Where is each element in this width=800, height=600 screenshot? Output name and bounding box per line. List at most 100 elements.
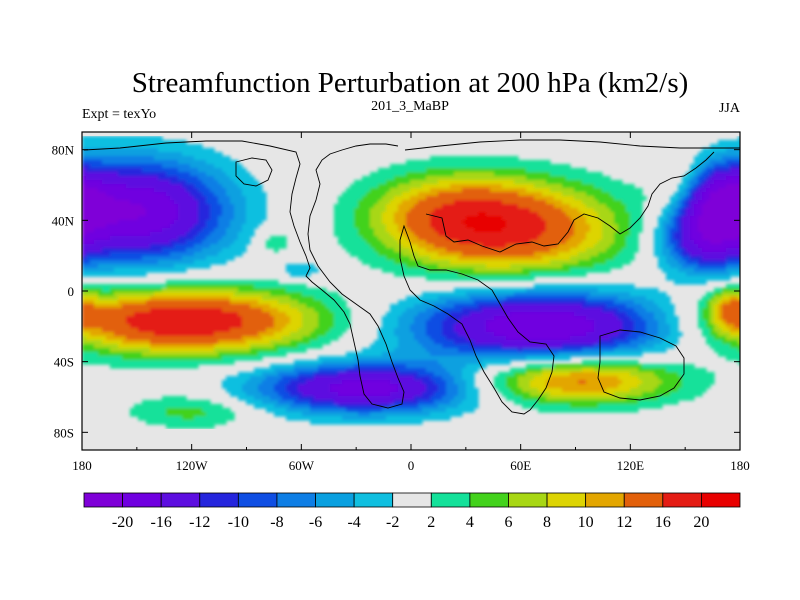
field-cell: [146, 316, 151, 321]
field-cell: [270, 352, 275, 357]
field-cell: [282, 372, 287, 377]
field-cell: [422, 388, 427, 393]
field-cell: [170, 184, 175, 189]
field-cell: [162, 300, 167, 305]
field-cell: [310, 372, 315, 377]
field-cell: [266, 384, 271, 389]
field-cell: [446, 336, 451, 341]
field-cell: [274, 344, 279, 349]
field-cell: [138, 244, 143, 249]
field-cell: [262, 280, 267, 285]
field-cell: [166, 224, 171, 229]
field-cell: [254, 392, 259, 397]
field-cell: [254, 296, 259, 301]
field-cell: [222, 260, 227, 265]
field-cell: [194, 360, 199, 365]
field-cell: [102, 352, 107, 357]
field-cell: [426, 160, 431, 165]
field-cell: [438, 340, 443, 345]
field-cell: [462, 236, 467, 241]
field-cell: [414, 180, 419, 185]
field-cell: [130, 172, 135, 177]
field-cell: [350, 404, 355, 409]
field-cell: [126, 180, 131, 185]
field-cell: [458, 352, 463, 357]
field-cell: [290, 324, 295, 329]
field-cell: [138, 160, 143, 165]
field-cell: [182, 420, 187, 425]
field-cell: [342, 300, 347, 305]
field-cell: [294, 368, 299, 373]
field-cell: [458, 288, 463, 293]
field-cell: [170, 168, 175, 173]
field-cell: [378, 348, 383, 353]
field-cell: [114, 336, 119, 341]
field-cell: [286, 364, 291, 369]
field-cell: [422, 164, 427, 169]
field-cell: [86, 156, 91, 161]
field-cell: [390, 356, 395, 361]
field-cell: [362, 384, 367, 389]
field-cell: [110, 176, 115, 181]
field-cell: [90, 200, 95, 205]
field-cell: [178, 292, 183, 297]
field-cell: [338, 356, 343, 361]
field-cell: [162, 144, 167, 149]
field-cell: [178, 336, 183, 341]
field-cell: [334, 420, 339, 425]
field-cell: [446, 344, 451, 349]
field-cell: [90, 208, 95, 213]
field-cell: [330, 356, 335, 361]
field-cell: [190, 172, 195, 177]
field-cell: [102, 336, 107, 341]
field-cell: [406, 336, 411, 341]
field-cell: [190, 196, 195, 201]
field-cell: [374, 360, 379, 365]
field-cell: [210, 228, 215, 233]
field-cell: [146, 176, 151, 181]
field-cell: [298, 300, 303, 305]
field-cell: [90, 260, 95, 265]
field-cell: [370, 224, 375, 229]
field-cell: [174, 328, 179, 333]
field-cell: [398, 352, 403, 357]
field-cell: [154, 348, 159, 353]
field-cell: [334, 416, 339, 421]
field-cell: [206, 348, 211, 353]
field-cell: [254, 356, 259, 361]
field-cell: [334, 212, 339, 217]
field-cell: [86, 136, 91, 141]
field-cell: [342, 312, 347, 317]
field-cell: [150, 140, 155, 145]
field-cell: [142, 208, 147, 213]
field-cell: [138, 144, 143, 149]
field-cell: [466, 332, 471, 337]
field-cell: [222, 380, 227, 385]
field-cell: [402, 248, 407, 253]
field-cell: [270, 328, 275, 333]
field-cell: [330, 392, 335, 397]
field-cell: [146, 224, 151, 229]
field-cell: [450, 372, 455, 377]
field-cell: [242, 172, 247, 177]
field-cell: [106, 260, 111, 265]
field-cell: [414, 192, 419, 197]
field-cell: [82, 312, 87, 317]
field-cell: [202, 196, 207, 201]
field-cell: [206, 424, 211, 429]
field-cell: [466, 400, 471, 405]
field-cell: [398, 400, 403, 405]
field-cell: [314, 408, 319, 413]
field-cell: [130, 156, 135, 161]
field-cell: [146, 400, 151, 405]
field-cell: [86, 160, 91, 165]
field-cell: [374, 380, 379, 385]
field-cell: [162, 348, 167, 353]
field-cell: [382, 248, 387, 253]
field-cell: [446, 348, 451, 353]
field-cell: [102, 260, 107, 265]
field-cell: [394, 176, 399, 181]
field-cell: [326, 372, 331, 377]
field-cell: [86, 264, 91, 269]
field-cell: [402, 420, 407, 425]
